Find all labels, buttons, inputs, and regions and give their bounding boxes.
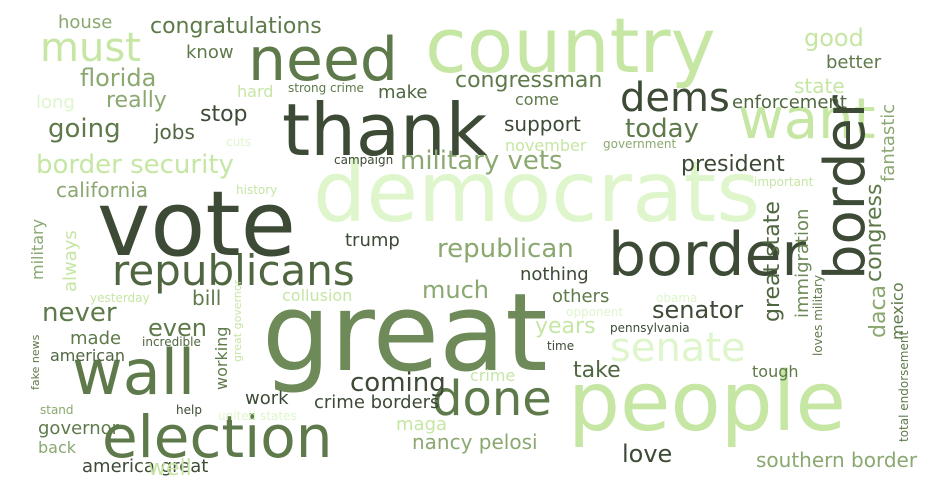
word-stand: united states (218, 409, 297, 423)
word-daca: daca (866, 284, 891, 338)
word-fake-news: take (573, 358, 621, 383)
word-governor: nancy pelosi (412, 430, 538, 454)
word-immigration: immigration (792, 208, 813, 318)
word-love: america great (82, 456, 209, 477)
word-yesterday: yesterday (90, 291, 150, 305)
word-campaign: campaign (334, 153, 394, 167)
word-california: california (56, 178, 149, 202)
word-together: southern border (756, 448, 918, 472)
word-done: done (432, 371, 552, 427)
word-congress: congress (862, 183, 887, 282)
word-crime: help (176, 403, 202, 417)
word-nancy-pelosi: total endorsement (897, 330, 911, 442)
word-loves-military: loves military (811, 274, 825, 356)
word-today: today (625, 114, 699, 144)
word-important: important (754, 175, 814, 189)
word-incredible: incredible (142, 335, 201, 349)
word-vote: vote (97, 172, 296, 277)
word-senator: senator (652, 296, 744, 324)
word-pennsylvania: pennsylvania (610, 321, 690, 335)
word-hard: hard (237, 82, 274, 101)
word-long: long (36, 92, 75, 113)
word-military-vets: military vets (400, 146, 563, 176)
word-wall: wall (72, 336, 196, 409)
word-history: history (236, 183, 278, 197)
word-government: government (603, 137, 677, 151)
word-take: work (245, 388, 289, 409)
word-good: good (804, 24, 864, 52)
word-senate: senate (610, 325, 746, 371)
word-back: love (622, 440, 673, 468)
word-great: great (262, 271, 548, 396)
word-enforcement: enforcement (732, 92, 847, 113)
word-even: even (148, 314, 207, 342)
word-tough: crime borders (314, 392, 440, 413)
word-trump: trump (345, 230, 400, 251)
word-collusion: collusion (282, 286, 353, 305)
word-nothing: nothing (520, 264, 589, 285)
word-years: years (535, 314, 596, 339)
word-help: governor (38, 418, 120, 439)
word-democrats: democrats (313, 143, 761, 241)
word-need: need (248, 25, 398, 95)
word-coming: tough (752, 362, 799, 381)
word-dems: dems (620, 75, 730, 121)
word-opponent: opponent (566, 305, 624, 319)
word-maga: back (38, 438, 77, 457)
word-really: really (106, 88, 167, 113)
word-congressman: congressman (455, 68, 603, 93)
word-always: always (60, 230, 81, 292)
word-united-states: maga (396, 414, 448, 435)
word-american: american (50, 346, 125, 365)
word-going: going (48, 114, 121, 144)
word-total-endorsement: well (148, 456, 192, 481)
word-know: know (186, 42, 234, 63)
word-military: military (28, 218, 47, 280)
word-great-governor: fake news (29, 334, 42, 390)
word-made: made (70, 328, 122, 349)
word-much: much (422, 276, 489, 304)
word-border-security: border security (36, 150, 234, 180)
word-november: november (505, 136, 587, 155)
word-care: working (212, 326, 231, 390)
word-strong-crime: strong crime (288, 81, 364, 95)
word-many: border (608, 220, 807, 290)
word-cuts: cuts (226, 135, 252, 149)
word-election: election (102, 403, 333, 471)
word-congratulations: congratulations (150, 14, 322, 39)
word-state: state (794, 74, 845, 98)
word-working: time (547, 339, 575, 353)
word-fantastic: fantastic (878, 103, 899, 182)
word-house: house (58, 12, 113, 33)
word-florida: florida (80, 64, 157, 92)
word-country: country (425, 1, 716, 90)
word-crime-borders: stand (40, 403, 74, 417)
word-support: support (504, 112, 581, 136)
word-make: make (378, 82, 428, 103)
word-never: never (42, 298, 117, 328)
word-must: must (40, 25, 141, 71)
word-year: great governor (231, 279, 244, 362)
word-republican: republican (437, 234, 574, 264)
word-jobs: jobs (154, 120, 195, 144)
word-obama: obama (656, 291, 698, 305)
word-want: want (738, 87, 876, 152)
word-better: better (826, 52, 882, 73)
word-come: come (515, 90, 560, 109)
word-others: others (552, 286, 610, 307)
word-president: president (681, 152, 785, 177)
word-republicans: republicans (112, 246, 355, 295)
word-stop: stop (200, 102, 248, 127)
word-people: people (568, 355, 846, 450)
word-great-state: great state (760, 201, 785, 322)
word-time: coming (350, 368, 446, 398)
word-thank: thank (282, 88, 488, 172)
word-work: crime (470, 366, 516, 385)
word-bill: bill (192, 286, 222, 310)
